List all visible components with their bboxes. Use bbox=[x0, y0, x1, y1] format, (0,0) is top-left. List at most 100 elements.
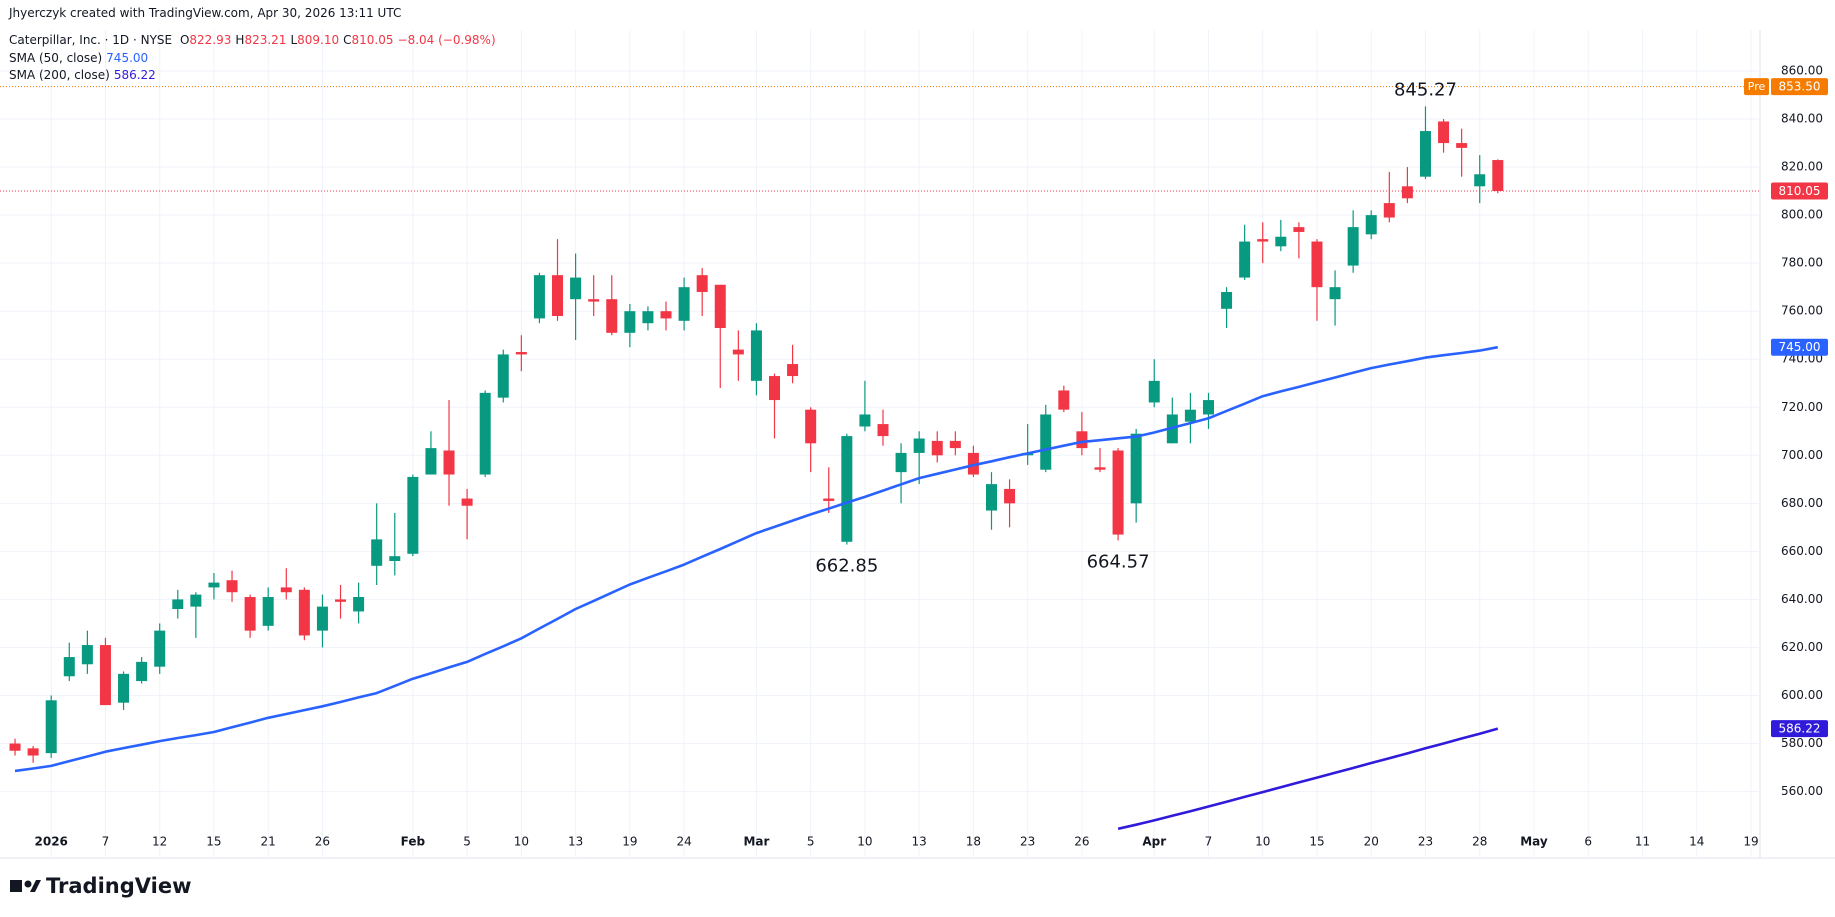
x-tick-label: 2026 bbox=[35, 835, 68, 849]
candle-body bbox=[533, 275, 545, 319]
candle-body bbox=[136, 661, 148, 682]
candle-body bbox=[606, 299, 618, 333]
y-tick-label: 560.00 bbox=[1781, 784, 1823, 798]
x-tick-label: 26 bbox=[315, 835, 330, 849]
indicator-value: 745.00 bbox=[106, 51, 149, 65]
candle-body bbox=[624, 311, 636, 333]
candle-body bbox=[877, 424, 889, 437]
x-tick-label: 18 bbox=[966, 835, 981, 849]
y-tick-label: 780.00 bbox=[1781, 256, 1823, 270]
legend-row: Caterpillar, Inc. · 1D · NYSE O822.93 H82… bbox=[9, 33, 500, 47]
candle-body bbox=[316, 606, 328, 631]
x-tick-label: 5 bbox=[807, 835, 815, 849]
ohlc-key: O bbox=[179, 33, 190, 47]
candle-body bbox=[1040, 414, 1052, 470]
candle-body bbox=[497, 354, 509, 398]
ohlc-key: H bbox=[235, 33, 245, 47]
price-badge bbox=[1771, 182, 1828, 200]
x-tick-label: 7 bbox=[1205, 835, 1213, 849]
price-badge-label: 745.00 bbox=[1779, 340, 1821, 354]
x-tick-label: 23 bbox=[1020, 835, 1035, 849]
price-badge bbox=[1771, 338, 1828, 356]
y-tick-label: 720.00 bbox=[1781, 400, 1823, 414]
price-badge bbox=[1771, 78, 1828, 96]
candle-body bbox=[172, 599, 184, 610]
candle-body bbox=[1058, 390, 1070, 410]
change: −8.04 (−0.98%) bbox=[397, 33, 496, 47]
y-tick-label: 580.00 bbox=[1781, 736, 1823, 750]
y-tick-label: 800.00 bbox=[1781, 208, 1823, 222]
x-tick-label: 10 bbox=[514, 835, 529, 849]
pre-badge bbox=[1744, 78, 1769, 96]
candle-body bbox=[552, 275, 564, 316]
x-tick-label: 15 bbox=[1309, 835, 1324, 849]
indicator-value: 586.22 bbox=[113, 68, 156, 82]
candle-body bbox=[389, 556, 401, 561]
candle-body bbox=[750, 330, 762, 381]
header: Jhyerczyk created with TradingView.com, … bbox=[9, 6, 402, 20]
x-tick-label: 24 bbox=[676, 835, 691, 849]
candle-body bbox=[335, 599, 347, 602]
y-tick-label: 640.00 bbox=[1781, 592, 1823, 606]
candle-body bbox=[154, 630, 166, 667]
x-tick-label: 11 bbox=[1635, 835, 1650, 849]
x-tick-label: 28 bbox=[1472, 835, 1487, 849]
ohlc-value: 823.21 bbox=[244, 33, 287, 47]
ohlc-item: H823.21 bbox=[235, 33, 286, 47]
logo-part bbox=[10, 880, 22, 892]
ohlc-key: L bbox=[290, 33, 298, 47]
candle-body bbox=[1347, 227, 1359, 266]
candle-body bbox=[1130, 433, 1142, 504]
x-tick-label: 12 bbox=[152, 835, 167, 849]
candle-body bbox=[678, 287, 690, 321]
ohlc-value: 810.05 bbox=[351, 33, 394, 47]
candle-body bbox=[787, 364, 799, 377]
candle-body bbox=[298, 589, 310, 636]
candle-body bbox=[1257, 239, 1269, 242]
candle-body bbox=[1094, 467, 1106, 470]
ohlc-key: C bbox=[343, 33, 352, 47]
ohlc-item: C810.05 bbox=[343, 33, 393, 47]
candle-body bbox=[1221, 291, 1233, 309]
candle-body bbox=[1275, 236, 1287, 247]
pre-badge-label: Pre bbox=[1748, 80, 1766, 93]
candle-body bbox=[515, 352, 527, 355]
x-tick-label: 19 bbox=[622, 835, 637, 849]
y-tick-label: 680.00 bbox=[1781, 496, 1823, 510]
brand-logo: TradingView bbox=[10, 874, 191, 898]
candle-body bbox=[226, 580, 238, 593]
candle-body bbox=[841, 436, 853, 542]
candle-body bbox=[1184, 409, 1196, 422]
candle-body bbox=[1438, 121, 1450, 144]
y-tick-label: 660.00 bbox=[1781, 544, 1823, 558]
candle-body bbox=[27, 748, 39, 756]
candle-body bbox=[696, 275, 708, 292]
brand: TradingView bbox=[46, 874, 191, 898]
x-tick-label: 15 bbox=[206, 835, 221, 849]
candle-body bbox=[443, 450, 455, 475]
x-tick-label: 10 bbox=[1255, 835, 1270, 849]
candle-body bbox=[461, 498, 473, 506]
candle-body bbox=[190, 594, 202, 607]
ohlc-value: 809.10 bbox=[297, 33, 340, 47]
candle-body bbox=[859, 414, 871, 427]
y-tick-label: 600.00 bbox=[1781, 688, 1823, 702]
candle-body bbox=[45, 700, 57, 754]
candle-body bbox=[1419, 131, 1431, 177]
sma-line bbox=[1117, 727, 1499, 830]
candle-body bbox=[63, 657, 75, 677]
candle-body bbox=[9, 743, 21, 751]
y-tick-label: 700.00 bbox=[1781, 448, 1823, 462]
x-tick-label: 13 bbox=[568, 835, 583, 849]
candle-body bbox=[1148, 380, 1160, 403]
candle-body bbox=[118, 673, 130, 703]
x-tick-label: 14 bbox=[1689, 835, 1704, 849]
grid bbox=[0, 30, 1760, 858]
candle-body bbox=[985, 484, 997, 511]
extreme-label: 664.57 bbox=[1087, 551, 1150, 572]
candle-body bbox=[805, 409, 817, 444]
symbol: Caterpillar, Inc. · 1D · NYSE bbox=[9, 33, 173, 47]
indicator-name: SMA (200, close) bbox=[9, 68, 110, 82]
candle-body bbox=[570, 277, 582, 300]
candle-body bbox=[913, 438, 925, 453]
